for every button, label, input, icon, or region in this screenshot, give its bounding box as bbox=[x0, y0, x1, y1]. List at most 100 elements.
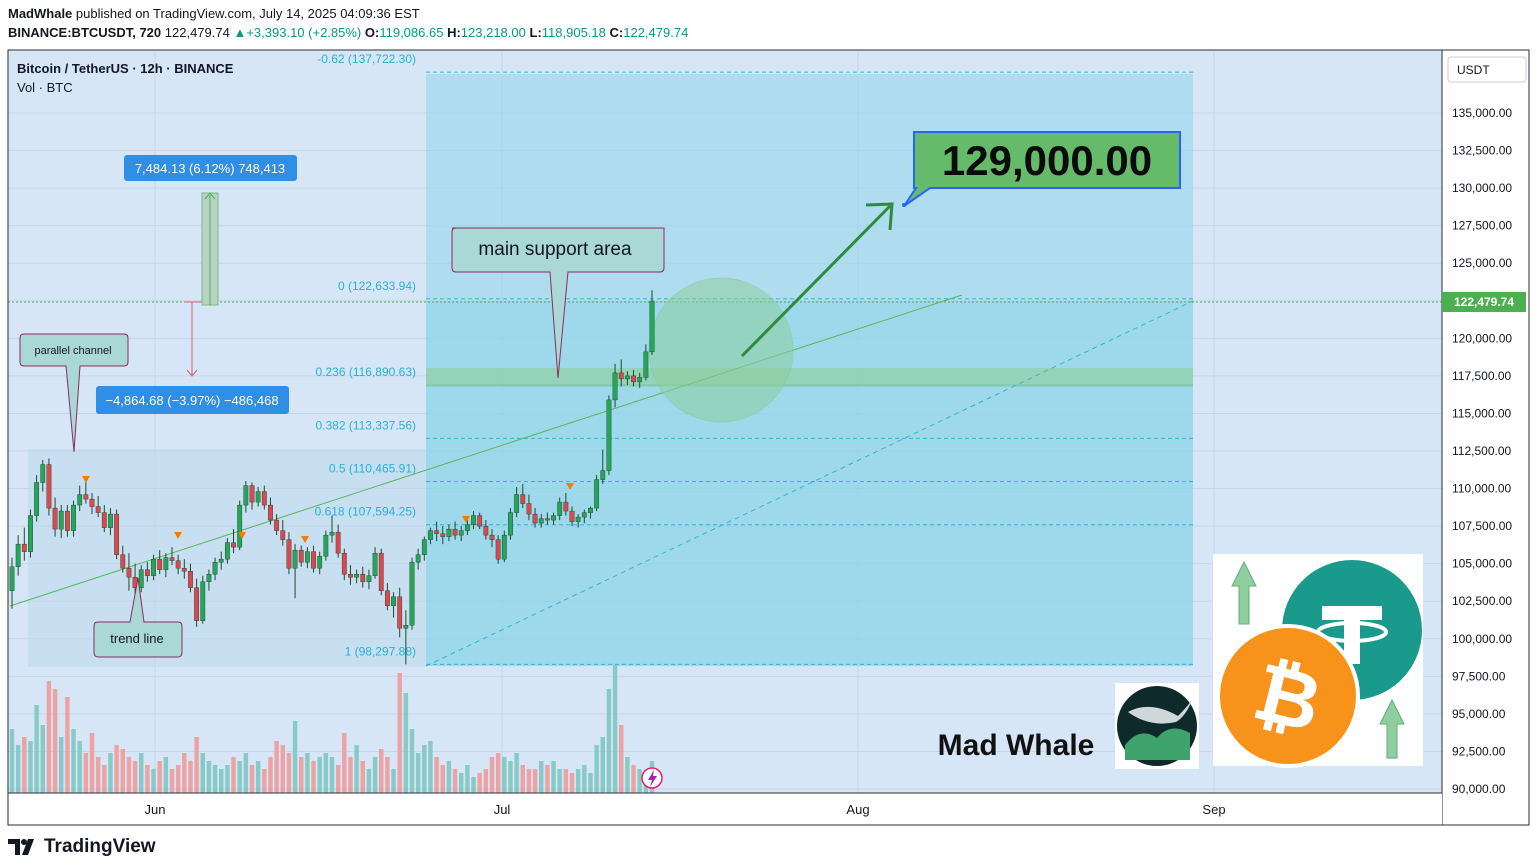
low-label: L: bbox=[529, 25, 542, 40]
fib-level-label: -0.62 (137,722.30) bbox=[317, 52, 416, 66]
price-axis[interactable] bbox=[1442, 50, 1529, 825]
candle-body bbox=[311, 551, 316, 569]
volume-bar bbox=[323, 753, 329, 793]
measure-down-label: −4,864.68 (−3.97%) −486,468 bbox=[105, 393, 278, 408]
volume-bar bbox=[95, 757, 101, 793]
candle-body bbox=[575, 516, 581, 522]
volume-bar bbox=[335, 765, 341, 793]
volume-bar bbox=[409, 729, 415, 793]
candle-body bbox=[631, 375, 636, 383]
volume-bar bbox=[415, 753, 421, 793]
publish-info: MadWhale published on TradingView.com, J… bbox=[8, 6, 420, 21]
price-tick-label: 120,000.00 bbox=[1452, 331, 1512, 345]
volume-bar bbox=[194, 737, 199, 793]
target-price-text: 129,000.00 bbox=[942, 137, 1152, 184]
volume-bar bbox=[83, 753, 89, 793]
candle-body bbox=[83, 494, 89, 500]
candle-body bbox=[329, 531, 335, 536]
target-projection[interactable]: 129,000.00 bbox=[740, 131, 1181, 358]
volume-bar bbox=[422, 745, 427, 793]
candle-body bbox=[446, 528, 452, 537]
candle-body bbox=[261, 491, 267, 506]
chart-title: Bitcoin / TetherUS · 12h · BINANCE bbox=[17, 61, 234, 76]
candle-body bbox=[514, 494, 520, 513]
up-arrow-icon bbox=[1231, 560, 1257, 625]
volume-bar bbox=[465, 765, 470, 793]
target-label-box[interactable] bbox=[903, 131, 1181, 207]
focus-circle[interactable] bbox=[648, 277, 794, 423]
channel-callout-bubble[interactable] bbox=[19, 333, 129, 453]
candle-body bbox=[360, 573, 366, 582]
replay-icon[interactable] bbox=[641, 767, 663, 789]
volume-bar bbox=[428, 741, 433, 793]
tether-symbol-icon bbox=[1322, 606, 1382, 664]
signal-marker-icon bbox=[566, 483, 574, 490]
volume-bar bbox=[102, 765, 107, 793]
candle-body bbox=[120, 554, 126, 569]
candle-body bbox=[206, 573, 212, 582]
signal-marker-icon bbox=[301, 536, 309, 543]
channel-dashed-line[interactable] bbox=[425, 300, 1194, 667]
trend-line[interactable] bbox=[9, 294, 963, 607]
measure-down-badge bbox=[96, 386, 289, 414]
fib-level-label: 0.382 (113,337.56) bbox=[315, 418, 416, 432]
volume-bar bbox=[28, 741, 33, 793]
candle-body bbox=[64, 510, 70, 531]
volume-bar bbox=[200, 753, 205, 793]
volume-bar bbox=[625, 757, 630, 793]
volume-bar bbox=[22, 737, 27, 793]
candle-body bbox=[255, 491, 261, 503]
callouts[interactable]: main support area parallel channel trend… bbox=[19, 227, 665, 658]
volume-bar bbox=[163, 757, 169, 793]
candle-body bbox=[249, 485, 255, 503]
volume-bar bbox=[348, 757, 353, 793]
candles bbox=[9, 290, 655, 665]
candle-body bbox=[538, 518, 544, 524]
author-name[interactable]: MadWhale bbox=[8, 6, 73, 21]
candle-body bbox=[274, 519, 280, 531]
measure-tools[interactable]: 7,484.13 (6.12%) 748,413 −4,864.68 (−3.9… bbox=[96, 155, 297, 414]
volume-bar bbox=[206, 761, 212, 793]
candle-body bbox=[71, 504, 76, 531]
volume-bar bbox=[65, 697, 70, 793]
volume-bar bbox=[108, 753, 113, 793]
volume-bar bbox=[305, 753, 310, 793]
candle-body bbox=[169, 557, 175, 561]
volume-bar bbox=[59, 737, 64, 793]
candle-body bbox=[200, 581, 206, 621]
candle-body bbox=[268, 504, 273, 521]
close-value: 122,479.74 bbox=[623, 25, 689, 40]
change-value: ▲+3,393.10 (+2.85%) bbox=[233, 25, 362, 40]
chart-frame bbox=[7, 49, 1530, 826]
fib-level-label: 0.5 (110,465.91) bbox=[329, 462, 416, 476]
bitcoin-icon bbox=[1216, 624, 1360, 768]
candle-body bbox=[138, 569, 144, 588]
price-tick-label: 125,000.00 bbox=[1452, 256, 1512, 270]
ohlc-line: BINANCE:BTCUSDT, 720 122,479.74 ▲+3,393.… bbox=[8, 25, 688, 40]
tradingview-footer[interactable]: TradingView bbox=[8, 836, 156, 858]
volume-bar bbox=[532, 769, 538, 793]
support-callout-bubble[interactable] bbox=[451, 227, 665, 379]
candle-body bbox=[335, 531, 341, 554]
time-axis[interactable] bbox=[8, 793, 1442, 825]
volume-bar bbox=[520, 765, 525, 793]
volume-bar bbox=[434, 757, 439, 793]
price-tick-label: 127,500.00 bbox=[1452, 219, 1512, 233]
volume-bar bbox=[489, 757, 495, 793]
volume-bar bbox=[243, 753, 249, 793]
candle-body bbox=[618, 372, 624, 380]
volume-bar bbox=[40, 725, 45, 793]
trend-callout-bubble[interactable] bbox=[93, 577, 183, 658]
currency-button[interactable] bbox=[1447, 56, 1527, 83]
volume-bar bbox=[188, 761, 193, 793]
volume-bar bbox=[139, 753, 144, 793]
volume-bar bbox=[594, 745, 599, 793]
last-price-badge-text: 122,479.74 bbox=[1454, 295, 1514, 309]
candle-body bbox=[194, 587, 200, 621]
volume-bar bbox=[212, 765, 218, 793]
tradingview-brand: TradingView bbox=[44, 836, 156, 857]
candle-body bbox=[28, 515, 33, 552]
candle-body bbox=[409, 561, 415, 626]
volume-bar bbox=[637, 769, 642, 793]
